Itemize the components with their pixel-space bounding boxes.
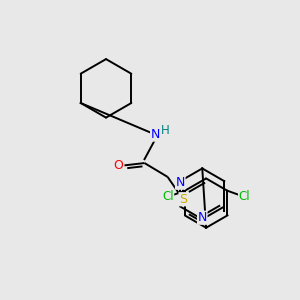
Text: Cl: Cl	[162, 190, 174, 203]
Text: S: S	[179, 193, 187, 206]
Text: H: H	[161, 124, 170, 137]
Text: N: N	[151, 128, 160, 141]
Text: O: O	[113, 159, 123, 172]
Text: N: N	[198, 211, 207, 224]
Text: Cl: Cl	[238, 190, 250, 203]
Text: N: N	[176, 176, 185, 189]
